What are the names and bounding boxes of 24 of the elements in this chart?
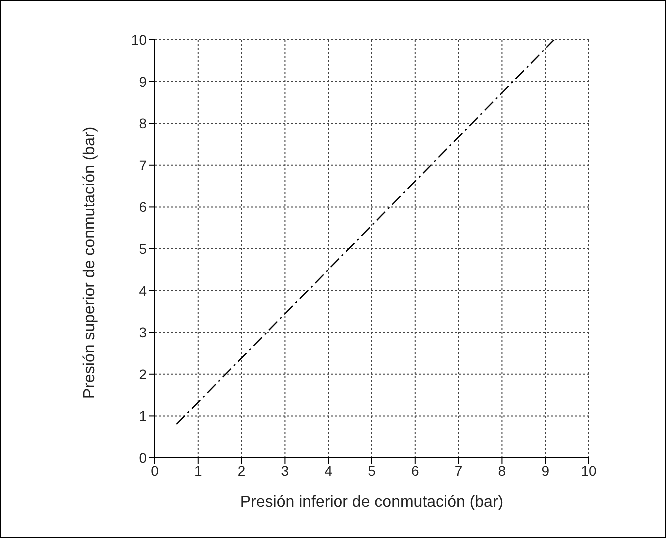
x-tick-label: 5 — [368, 462, 376, 479]
x-tick-label: 8 — [498, 462, 506, 479]
y-tick-label: 1 — [139, 408, 148, 424]
x-tick-label: 7 — [454, 462, 463, 479]
y-tick-label: 10 — [131, 32, 148, 48]
x-tick-label: 9 — [542, 462, 550, 479]
x-tick-label: 10 — [581, 462, 597, 479]
y-axis-title: Presión superior de conmutación (bar) — [82, 126, 99, 399]
y-tick-label: 2 — [139, 366, 148, 382]
x-tick-label: 4 — [324, 462, 333, 479]
x-tick-label: 2 — [238, 462, 246, 479]
x-tick-label: 0 — [151, 462, 160, 479]
x-tick-label: 3 — [281, 462, 290, 479]
y-tick-label: 9 — [139, 74, 148, 90]
y-tick-label: 5 — [139, 240, 148, 257]
y-tick-label: 8 — [139, 116, 148, 132]
x-axis-title: Presión inferior de conmutación (bar) — [240, 494, 504, 511]
y-tick-label: 4 — [139, 282, 148, 299]
x-tick-label: 6 — [412, 462, 420, 479]
y-tick-label: 3 — [139, 324, 148, 341]
y-tick-label: 6 — [139, 199, 148, 216]
x-tick-label: 1 — [194, 462, 202, 479]
y-tick-label: 0 — [139, 450, 148, 466]
y-tick-label: 7 — [139, 157, 148, 174]
